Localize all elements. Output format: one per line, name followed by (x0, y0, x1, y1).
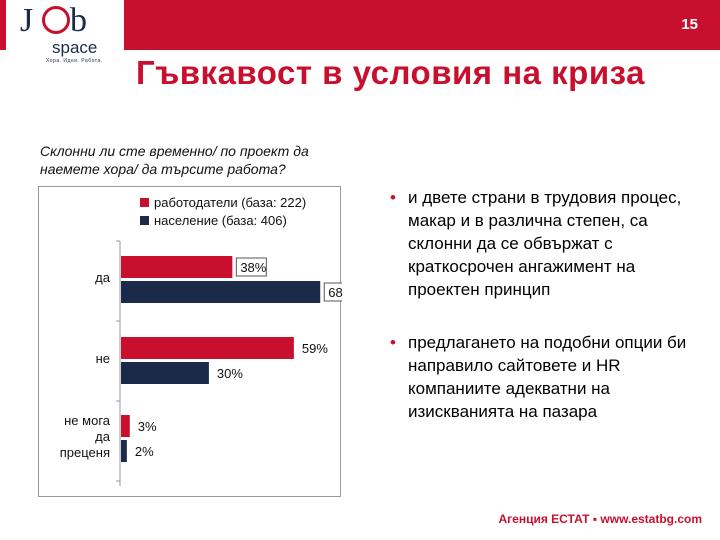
data-label: 38% (240, 260, 266, 275)
logo-letter-j: J (20, 2, 34, 39)
bullet-text-1: и двете страни в трудовия процес, макар … (408, 188, 682, 299)
page-title: Гъвкавост в условия на криза (136, 54, 645, 91)
bar (121, 440, 127, 462)
logo-space-text: space (52, 38, 98, 57)
category-label: не (96, 351, 110, 366)
logo-ring-icon (42, 6, 70, 34)
data-label: 68% (328, 285, 342, 300)
logo-tagline: Хора. Идеи. Работа. (46, 58, 103, 64)
logo-letter-b: b (70, 2, 87, 39)
data-label: 3% (138, 419, 157, 434)
data-label-box (235, 257, 267, 277)
bar-chart: работодатели (база: 222) население (база:… (38, 186, 355, 498)
legend-label: работодатели (база: 222) (154, 195, 306, 210)
category-label: да (95, 270, 111, 285)
bar-chart-svg: работодатели (база: 222) население (база:… (38, 186, 355, 497)
bullet-item-1: • и двете страни в трудовия процес, мака… (388, 186, 708, 301)
bullet-dot-icon: • (390, 333, 396, 352)
footer-credit: Агенция ЕСТАТ ▪ www.estatbg.com (498, 512, 702, 526)
bullet-dot-icon: • (390, 188, 396, 207)
bar (121, 256, 233, 278)
bar (121, 415, 130, 437)
bar (121, 281, 321, 303)
data-label: 30% (217, 366, 243, 381)
bar (121, 337, 294, 359)
page-number: 15 (681, 16, 698, 33)
legend-swatch (140, 198, 149, 207)
logo: J b space Хора. Идеи. Работа. (6, 0, 124, 68)
bar (121, 362, 209, 384)
legend-label: население (база: 406) (154, 213, 287, 228)
bullet-list: • и двете страни в трудовия процес, мака… (388, 186, 708, 453)
data-label: 2% (135, 444, 154, 459)
bullet-text-2: предлагането на подобни опции би направи… (408, 333, 687, 421)
legend-swatch (140, 216, 149, 225)
bullet-item-2: • предлагането на подобни опции би напра… (388, 331, 708, 423)
data-label: 59% (302, 341, 328, 356)
survey-question: Склонни ли сте временно/ по проект да на… (40, 143, 309, 177)
category-label: не мога да преценя (60, 413, 111, 460)
